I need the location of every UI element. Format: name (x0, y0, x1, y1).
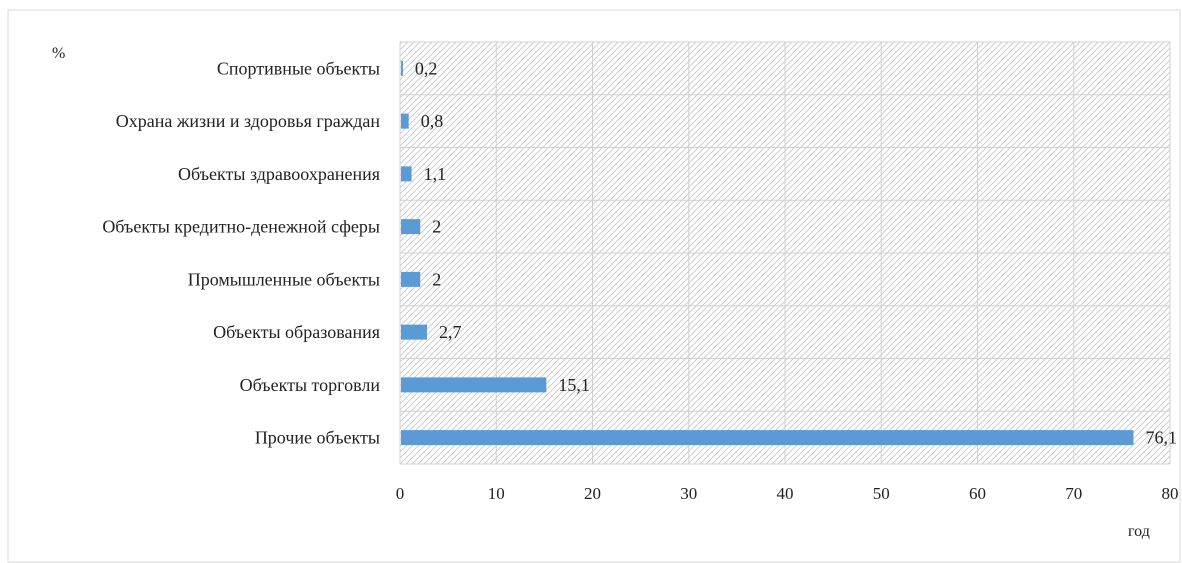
bar-4 (401, 271, 421, 287)
bar-5 (401, 324, 427, 340)
category-label-0: Спортивные объекты (217, 58, 380, 78)
category-label-4: Промышленные объекты (188, 269, 380, 289)
bar-6 (401, 377, 547, 393)
data-label-1: 0,8 (421, 111, 444, 131)
bar-1 (401, 113, 409, 129)
data-label-0: 0,2 (415, 58, 438, 78)
category-label-2: Объекты здравоохранения (178, 164, 380, 184)
x-tick-label-0: 0 (396, 484, 405, 503)
x-axis-label: год (1128, 523, 1150, 540)
data-label-7: 76,1 (1145, 428, 1177, 448)
category-labels: Спортивные объекты Охрана жизни и здоровь… (102, 58, 380, 447)
bar-2 (401, 166, 412, 182)
x-tick-label-7: 70 (1065, 484, 1082, 503)
x-tick-label-6: 60 (969, 484, 986, 503)
gridlines (399, 41, 1171, 465)
x-tick-label-3: 30 (680, 484, 697, 503)
bar-0 (401, 60, 403, 76)
x-tick-label-1: 10 (488, 484, 505, 503)
category-label-1: Охрана жизни и здоровья граждан (116, 111, 381, 131)
bars (401, 60, 1134, 446)
data-label-6: 15,1 (558, 375, 590, 395)
data-label-2: 1,1 (424, 164, 447, 184)
category-label-3: Объекты кредитно-денежной сферы (102, 217, 380, 237)
x-tick-label-2: 20 (584, 484, 601, 503)
data-label-3: 2 (432, 217, 441, 237)
x-tick-labels: 0 10 20 30 40 50 60 70 80 (396, 484, 1179, 503)
bar-7 (401, 430, 1134, 446)
bar-3 (401, 219, 421, 235)
x-tick-label-4: 40 (777, 484, 794, 503)
data-label-4: 2 (432, 269, 441, 289)
x-tick-label-8: 80 (1162, 484, 1179, 503)
y-axis-label: % (52, 45, 65, 62)
category-label-7: Прочие объекты (255, 428, 380, 448)
chart-outer-border (7, 9, 1181, 563)
data-label-5: 2,7 (439, 322, 462, 342)
category-label-5: Объекты образования (213, 322, 380, 342)
x-tick-label-5: 50 (873, 484, 890, 503)
category-label-6: Объекты торговли (240, 375, 381, 395)
data-labels: 0,2 0,8 1,1 2 2 2,7 15,1 76,1 (415, 58, 1177, 447)
